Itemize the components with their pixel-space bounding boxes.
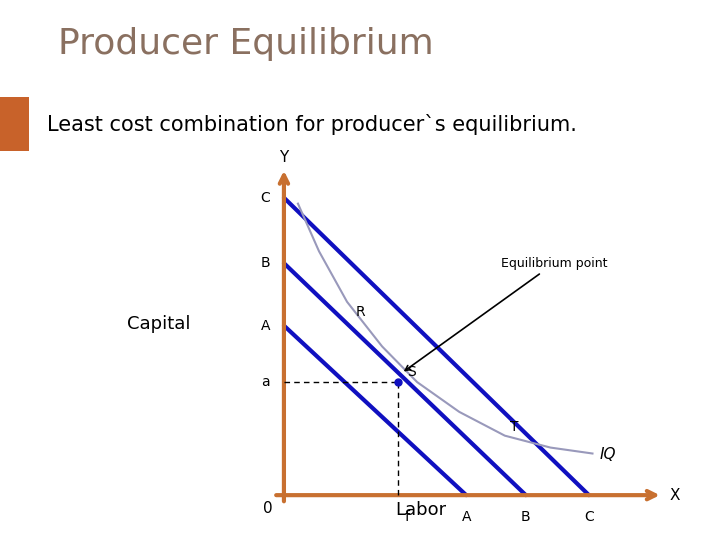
Text: a: a: [261, 375, 270, 389]
Text: Labor: Labor: [395, 501, 447, 519]
Text: B: B: [521, 510, 531, 524]
Text: 0: 0: [264, 501, 273, 516]
Text: C: C: [584, 510, 594, 524]
Bar: [0, 97, 29, 151]
Text: R: R: [356, 305, 366, 319]
Text: A: A: [261, 319, 270, 333]
Text: Capital: Capital: [127, 315, 190, 333]
Text: B: B: [261, 256, 270, 270]
Text: Y: Y: [279, 150, 289, 165]
Text: X: X: [670, 488, 680, 503]
Text: S: S: [407, 365, 415, 379]
Text: T: T: [510, 420, 518, 434]
Text: f: f: [404, 510, 409, 524]
Text: Equilibrium point: Equilibrium point: [405, 256, 608, 370]
Text: A: A: [462, 510, 471, 524]
Text: Least cost combination for producer`s equilibrium.: Least cost combination for producer`s eq…: [47, 114, 577, 134]
Text: IQ: IQ: [600, 448, 616, 462]
Text: C: C: [260, 191, 270, 205]
Text: Producer Equilibrium: Producer Equilibrium: [58, 27, 433, 60]
